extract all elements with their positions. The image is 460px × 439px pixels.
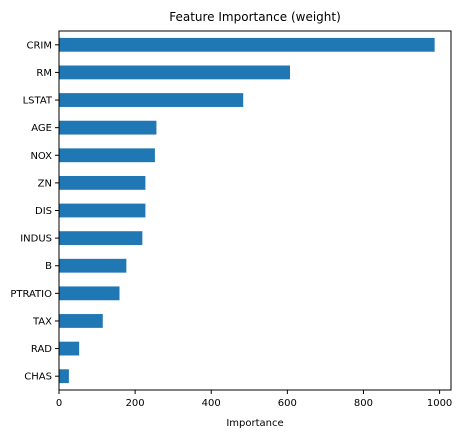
- x-tick-label-400: 400: [202, 398, 221, 409]
- y-tick-label-zn: ZN: [38, 178, 52, 189]
- bar-age: [59, 120, 157, 135]
- bar-rad: [59, 341, 80, 356]
- bar-chas: [59, 369, 69, 384]
- y-tick-label-rad: RAD: [31, 344, 52, 355]
- bar-b: [59, 258, 127, 273]
- x-tick-label-200: 200: [126, 398, 145, 409]
- bar-tax: [59, 314, 103, 328]
- bar-indus: [59, 231, 143, 246]
- x-tick-label-1000: 1000: [427, 398, 452, 409]
- y-tick-label-tax: TAX: [32, 316, 52, 327]
- bar-rm: [59, 65, 291, 80]
- bar-dis: [59, 203, 146, 218]
- y-tick-label-lstat: LSTAT: [23, 96, 53, 107]
- y-tick-label-b: B: [45, 261, 52, 272]
- plot-frame: [58, 30, 452, 391]
- y-tick-label-nox: NOX: [30, 151, 52, 162]
- bar-zn: [59, 175, 146, 190]
- y-tick-label-ptratio: PTRATIO: [10, 289, 52, 300]
- y-tick-label-chas: CHAS: [24, 372, 52, 383]
- y-tick-label-age: AGE: [31, 123, 52, 134]
- x-tick-label-800: 800: [354, 398, 373, 409]
- x-axis-label: Importance: [226, 418, 283, 429]
- bar-nox: [59, 148, 155, 163]
- x-tick-label-600: 600: [278, 398, 297, 409]
- x-tick-label-0: 0: [56, 398, 62, 409]
- y-tick-label-rm: RM: [36, 68, 52, 79]
- y-tick-label-dis: DIS: [35, 206, 52, 217]
- x-axis-ticks: 0 200 400 600 800 1000: [56, 390, 452, 409]
- y-axis-ticks: CRIM RM LSTAT AGE NOX ZN DIS INDUS B PTRATIO TAX RA…: [10, 40, 59, 383]
- bar-crim: [59, 37, 435, 52]
- bar-lstat: [59, 93, 244, 107]
- y-tick-label-crim: CRIM: [26, 40, 52, 51]
- bar-ptratio: [59, 286, 120, 301]
- y-tick-label-indus: INDUS: [20, 234, 52, 245]
- bars-group: [59, 37, 435, 384]
- chart-title: Feature Importance (weight): [169, 10, 341, 24]
